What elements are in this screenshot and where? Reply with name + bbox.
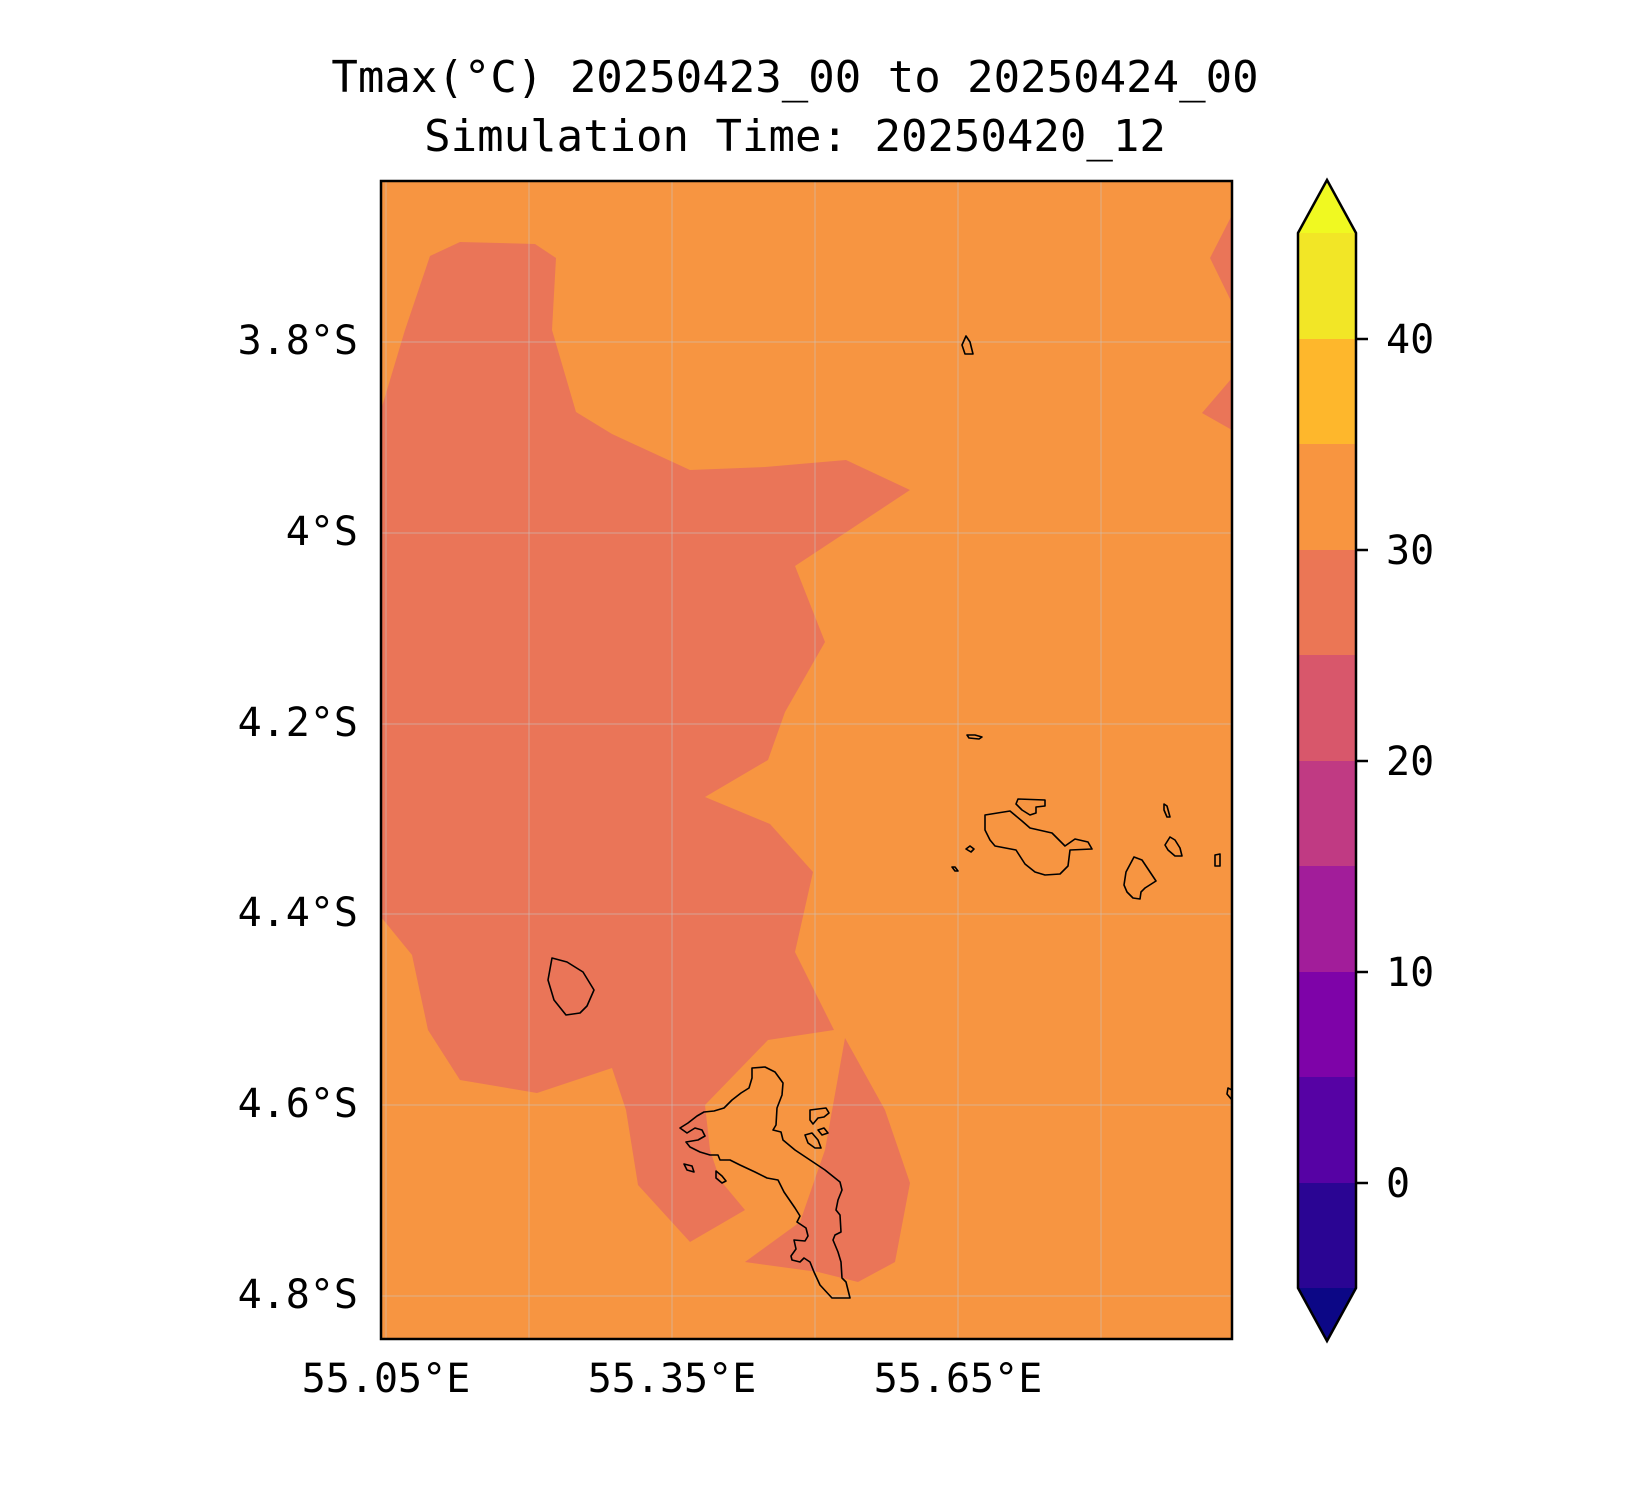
coastline-la-digue	[1123, 856, 1157, 900]
colorbar-segment-20-25	[1298, 655, 1356, 761]
colorbar-extend-max	[1298, 180, 1356, 233]
map-title-line-2: Simulation Time: 20250420_12	[424, 111, 1166, 162]
colorbar: 40 30 20 10 0	[1296, 177, 1434, 1344]
y-tick-label: 4.2°S	[238, 700, 358, 746]
colorbar-segment-0-5	[1298, 1077, 1356, 1183]
colorbar-segment-10-15	[1298, 866, 1356, 972]
y-tick-label: 4.8°S	[238, 1272, 358, 1318]
colorbar-extend-min	[1298, 1288, 1356, 1341]
map-title-line-1: Tmax(°C) 20250423_00 to 20250424_00	[331, 52, 1259, 103]
x-axis-labels: 55.05°E 55.35°E 55.65°E	[302, 1356, 1043, 1402]
colorbar-segment-neg5-0	[1298, 1183, 1356, 1288]
coastline-islet-6	[1163, 803, 1171, 818]
colorbar-tick-label: 20	[1386, 739, 1434, 785]
colorbar-segment-40-45	[1298, 233, 1356, 339]
y-tick-label: 4°S	[286, 509, 358, 555]
coastline-felicite	[1164, 836, 1183, 857]
coastline-praslin	[984, 810, 1093, 876]
field-25-30-ne-1	[1210, 215, 1232, 303]
colorbar-tick-label: 40	[1386, 317, 1434, 363]
map-frame	[379, 179, 1234, 1341]
coastline-islet-7	[965, 845, 975, 853]
field-25-30-west	[381, 242, 910, 1242]
x-tick-label: 55.65°E	[874, 1356, 1043, 1402]
coastline-islet-3	[817, 1127, 829, 1136]
coastline-marianne	[1214, 853, 1221, 867]
coastline-islet-9	[966, 734, 983, 740]
temperature-field	[381, 181, 1232, 1339]
colorbar-outline	[1296, 177, 1358, 1344]
colorbar-segment-30-35	[1298, 444, 1356, 550]
x-tick-label: 55.35°E	[588, 1356, 757, 1402]
y-axis-labels: 3.8°S 4°S 4.2°S 4.4°S 4.6°S 4.8°S	[238, 318, 358, 1318]
coastline-islet-4	[683, 1163, 695, 1173]
y-tick-label: 4.4°S	[238, 890, 358, 936]
colorbar-ticks	[1356, 337, 1368, 1185]
y-tick-label: 3.8°S	[238, 318, 358, 364]
colorbar-tick-label: 0	[1386, 1161, 1410, 1207]
coastline-islet-10	[961, 335, 974, 355]
y-tick-label: 4.6°S	[238, 1081, 358, 1127]
coastline-curieuse	[1015, 798, 1046, 816]
gridlines	[381, 181, 1232, 1339]
colorbar-segment-5-10	[1298, 972, 1356, 1077]
coastline-islet-2	[804, 1132, 822, 1149]
coastline-islet-5	[715, 1170, 727, 1184]
colorbar-tick-label: 30	[1386, 528, 1434, 574]
coastlines	[547, 335, 1232, 1299]
x-tick-label: 55.05°E	[302, 1356, 471, 1402]
colorbar-segment-25-30	[1298, 550, 1356, 655]
coastline-islet-1	[809, 1107, 830, 1125]
colorbar-segment-15-20	[1298, 761, 1356, 866]
coastline-islet-11	[1226, 1087, 1232, 1101]
field-25-30-south	[745, 1038, 910, 1282]
coastline-silhouette	[547, 957, 595, 1016]
coastline-islet-8	[951, 866, 959, 872]
coastline-mahe	[679, 1066, 851, 1299]
colorbar-segment-35-40	[1298, 339, 1356, 444]
colorbar-tick-label: 10	[1386, 950, 1434, 996]
field-25-30-ne-2	[1202, 378, 1232, 430]
